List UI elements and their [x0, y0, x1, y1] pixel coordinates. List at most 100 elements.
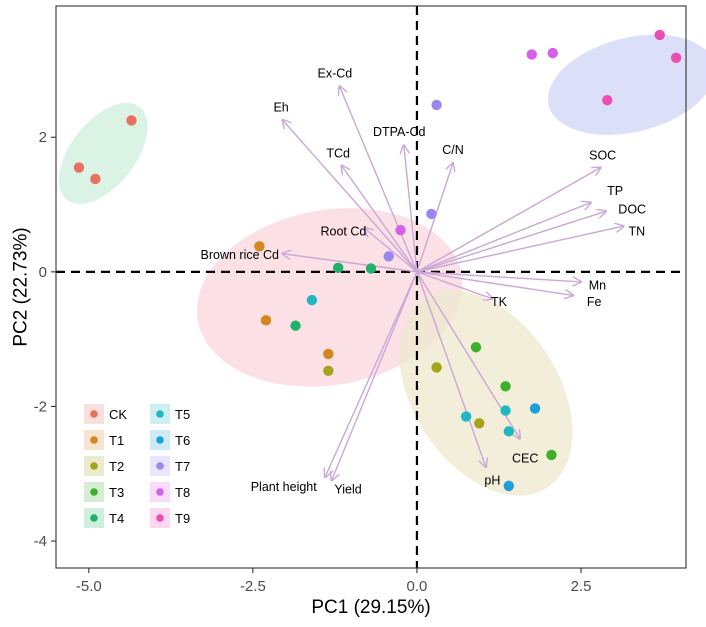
point-t2-1: [323, 365, 334, 376]
point-t5-1: [306, 294, 318, 306]
legend-key-dot-t1: [90, 436, 98, 444]
point-t6-1: [529, 403, 541, 414]
loading-label-yield: Yield: [334, 482, 361, 496]
loading-arrow-soc: [416, 168, 601, 273]
legend-label-t2: T2: [109, 459, 124, 474]
loading-label-ex-cd: Ex-Cd: [318, 66, 353, 80]
loading-label-root-cd: Root Cd: [321, 224, 367, 238]
loading-arrow-tn: [416, 226, 624, 273]
point-t4-3: [290, 320, 301, 331]
y-tick-label-4: 2: [39, 129, 47, 146]
loading-label-tcd: TCd: [326, 146, 350, 160]
point-t4-2: [365, 263, 377, 274]
loading-arrow-brown-rice-cd: [282, 254, 418, 273]
loading-label-cec: CEC: [512, 451, 538, 465]
legend-key-dot-t8: [156, 488, 164, 496]
legend-label-t9: T9: [175, 511, 190, 526]
loading-label-eh: Eh: [273, 101, 288, 115]
group-ellipse-1: [547, 34, 706, 135]
ellipse-ck: [58, 102, 148, 205]
point-t5-2: [460, 411, 472, 422]
x-axis: -5.0 -2.5 0.0 2.5: [76, 568, 592, 595]
legend: CK T1 T2 T3 T4 T5 T6 T7 T8 T9: [84, 404, 190, 528]
point-t7-1: [431, 99, 442, 111]
point-t8-2: [547, 47, 558, 59]
point-t5-3: [500, 405, 511, 416]
group-ellipses: [58, 34, 706, 496]
point-t7-3: [383, 251, 394, 262]
legend-key-dot-t3: [90, 488, 98, 496]
point-t9-2: [670, 52, 682, 64]
legend-label-t1: T1: [109, 433, 124, 448]
loading-arrow-plant-height: [325, 271, 418, 477]
legend-key-dot-t7: [156, 462, 164, 470]
x-tick-label-3: 0.0: [407, 578, 428, 595]
legend-key-dot-t4: [90, 514, 98, 522]
point-t1-1: [254, 241, 265, 252]
legend-key-dot-t5: [156, 410, 164, 418]
legend-key-dot-ck: [90, 410, 98, 418]
loading-label-plant-height: Plant height: [251, 480, 318, 494]
loading-label-soc: SOC: [589, 148, 616, 162]
y-axis-title: PC2 (22.73%): [11, 227, 32, 346]
loading-label-c-n: C/N: [442, 143, 464, 157]
loading-label-tk: TK: [491, 295, 508, 309]
legend-label-t6: T6: [175, 433, 190, 448]
point-t9-1: [654, 29, 665, 41]
loading-arrow-tcd: [341, 166, 418, 273]
legend-label-t8: T8: [175, 485, 190, 500]
loading-arrow-ex-cd: [340, 86, 418, 273]
point-t2-3: [474, 418, 485, 429]
legend-label-t3: T3: [109, 485, 124, 500]
loading-label-dtpa-cd: DTPA-Cd: [373, 125, 426, 139]
point-t5-4: [503, 426, 515, 437]
point-t6-2: [503, 480, 515, 492]
loading-arrow-fe: [416, 271, 573, 296]
loading-arrow-mn: [416, 271, 581, 282]
y-tick-label-2: -2: [34, 398, 47, 415]
loading-label-mn: Mn: [589, 278, 606, 292]
loading-label-fe: Fe: [587, 295, 602, 309]
y-tick-label-3: 0: [39, 264, 47, 281]
loading-arrow-ph: [416, 271, 486, 467]
loading-arrow-dtpa-cd: [404, 145, 418, 272]
point-t3-1: [470, 342, 482, 353]
legend-label-t4: T4: [109, 511, 124, 526]
point-t3-2: [500, 381, 511, 392]
loading-arrow-root-cd: [364, 228, 418, 273]
point-t4-1: [332, 262, 344, 274]
legend-key-dot-t6: [156, 436, 164, 444]
score-points: [73, 29, 682, 492]
plot-panel-border: [55, 5, 687, 569]
point-t8-3: [395, 224, 406, 236]
loading-arrow-tp: [416, 203, 591, 273]
legend-label-t5: T5: [175, 407, 190, 422]
loading-arrow-yield: [332, 271, 418, 481]
loading-arrow-tk: [416, 271, 492, 299]
loading-labels: Ex-Cd Eh DTPA-Cd TCd C/N SOC TP DOC TN Root Cd Bro…: [201, 66, 647, 496]
loading-label-doc: DOC: [618, 202, 646, 216]
point-t1-3: [323, 348, 334, 360]
point-ck-2: [90, 173, 101, 185]
point-t7-2: [426, 208, 437, 220]
point-t9-3: [602, 95, 613, 106]
loading-arrow-eh: [282, 120, 418, 273]
x-tick-label-1: -5.0: [76, 578, 102, 595]
legend-label-t7: T7: [175, 459, 190, 474]
loading-arrows: [282, 86, 623, 480]
legend-key-dot-t9: [156, 514, 164, 522]
legend-label-ck: CK: [109, 407, 127, 422]
loading-label-ph: pH: [484, 474, 500, 488]
point-t3-3: [546, 449, 557, 461]
group-ellipse-3: [399, 290, 573, 496]
loading-label-tn: TN: [628, 224, 645, 238]
loading-label-brown-rice-cd: Brown rice Cd: [201, 248, 280, 262]
x-tick-label-4: 2.5: [571, 578, 592, 595]
point-t2-2: [431, 362, 442, 373]
legend-key-dot-t2: [90, 462, 98, 470]
point-t8-1: [526, 49, 537, 60]
loading-label-tp: TP: [607, 184, 623, 198]
point-ck-1: [73, 162, 85, 173]
y-axis: -4 -2 0 2: [34, 129, 56, 550]
